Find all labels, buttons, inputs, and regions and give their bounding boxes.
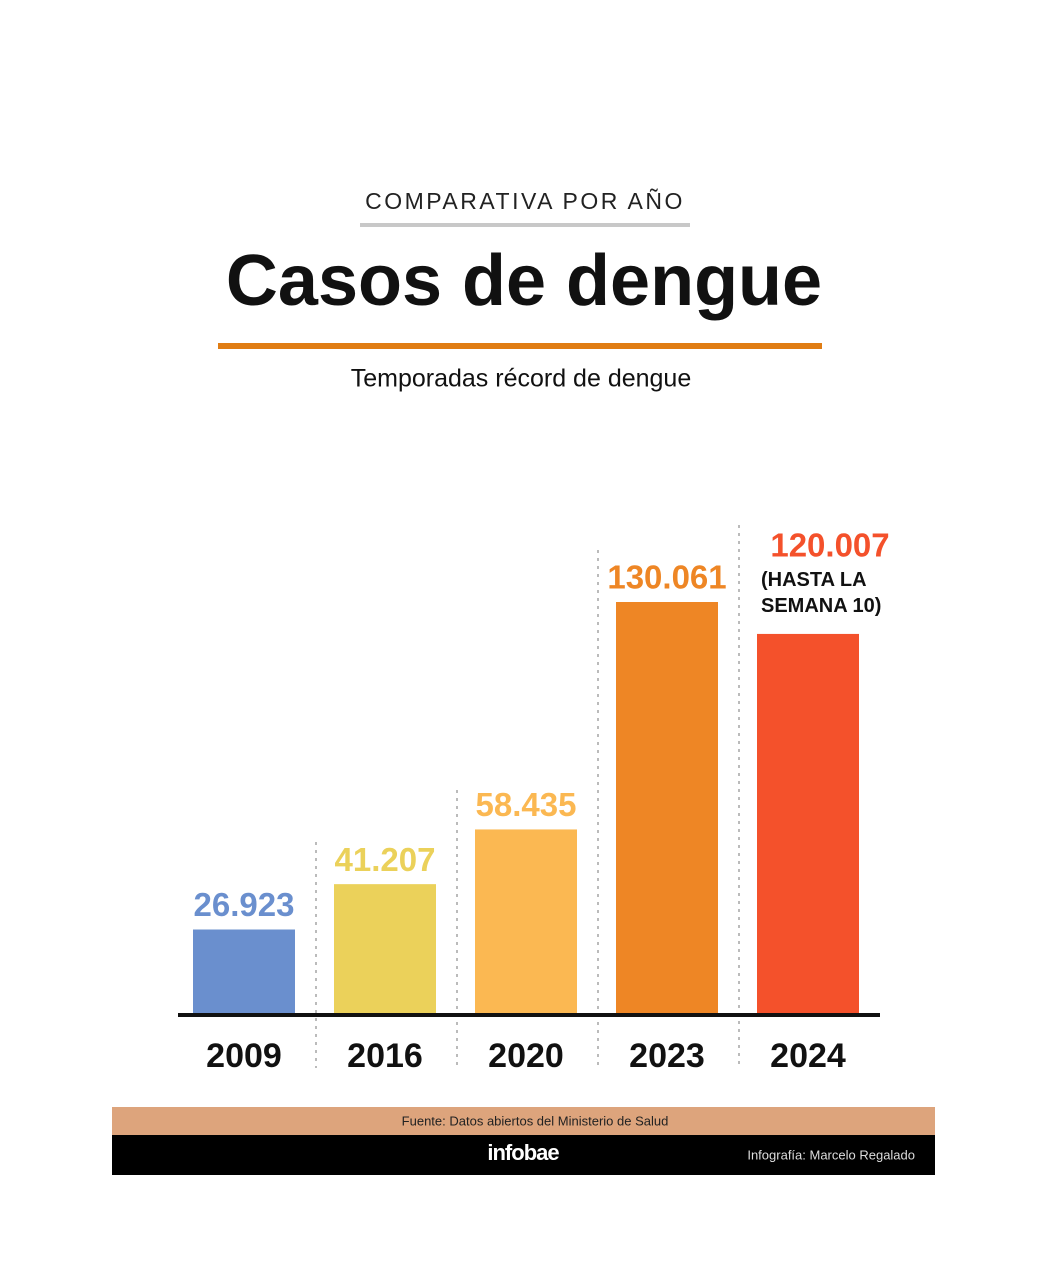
x-tick-label: 2009 <box>206 1037 282 1075</box>
separators <box>315 525 740 1068</box>
value-label: 130.061 <box>607 559 726 596</box>
source: Fuente: Datos abiertos del Ministerio de… <box>402 1113 669 1128</box>
title-rule <box>218 343 822 349</box>
bar <box>193 929 295 1015</box>
bar <box>757 633 859 1015</box>
bar <box>616 602 718 1015</box>
value-label: 41.207 <box>335 841 436 878</box>
bar <box>475 829 577 1015</box>
value-label: 120.007 <box>770 527 889 564</box>
x-tick-label: 2024 <box>770 1037 846 1075</box>
brand-band <box>112 1135 935 1175</box>
kicker: COMPARATIVA POR AÑO <box>365 188 685 214</box>
bar <box>334 884 436 1015</box>
chart-title: Casos de dengue <box>226 241 822 321</box>
subtitle: Temporadas récord de dengue <box>351 365 692 393</box>
x-tick-label: 2016 <box>347 1037 423 1075</box>
value-label: 58.435 <box>476 786 577 823</box>
source-band <box>112 1107 935 1135</box>
kicker-rule <box>360 223 690 227</box>
x-tick-label: 2023 <box>629 1037 705 1075</box>
annotation: (HASTA LA SEMANA 10) <box>761 568 882 617</box>
brand: infobae <box>487 1140 559 1165</box>
x-tick-label: 2020 <box>488 1037 564 1075</box>
credit: Infografía: Marcelo Regalado <box>747 1147 915 1162</box>
value-label: 26.923 <box>194 886 295 923</box>
